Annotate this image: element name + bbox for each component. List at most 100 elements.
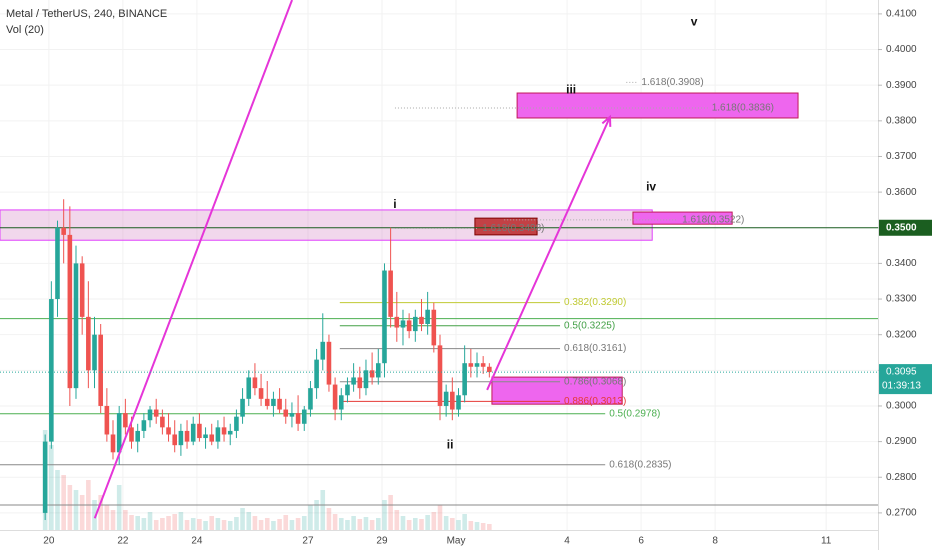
candle-body xyxy=(437,345,443,406)
candle-body xyxy=(413,316,418,332)
volume-bar xyxy=(295,518,301,530)
last-price-label: 0.3095 xyxy=(886,367,917,378)
volume-bar xyxy=(314,500,319,530)
y-tick-label: 0.3700 xyxy=(886,151,917,162)
x-tick-label: 4 xyxy=(564,536,570,547)
candle-body xyxy=(400,320,406,328)
volume-bar xyxy=(320,490,326,530)
zone xyxy=(632,211,733,225)
volume-bar xyxy=(184,520,190,530)
candle-body xyxy=(153,409,159,417)
candle-body xyxy=(79,263,85,317)
volume-bar xyxy=(123,510,128,530)
level-label: 1.618(0.3498) xyxy=(482,223,544,234)
candle-body xyxy=(468,363,474,367)
candle-body xyxy=(301,409,307,424)
volume-bar xyxy=(79,495,85,530)
trend-line xyxy=(93,0,293,519)
volume-bar xyxy=(388,495,393,530)
x-tick-label: 6 xyxy=(638,536,644,547)
candle-body xyxy=(197,423,202,439)
candle-body xyxy=(283,409,289,417)
level-label: 0.786(0.3068) xyxy=(564,376,626,387)
volume-bar xyxy=(160,518,165,530)
candle-body xyxy=(110,434,116,453)
candle-body xyxy=(42,441,48,513)
level-label: 0.5(0.2978) xyxy=(609,408,660,419)
wave-label: ii xyxy=(447,437,454,451)
candle-body xyxy=(123,413,128,428)
candle-body xyxy=(184,430,190,442)
candle-body xyxy=(474,363,480,367)
candle-body xyxy=(246,377,252,399)
candle-body xyxy=(450,391,455,410)
volume-bar xyxy=(332,514,338,530)
volume-bar xyxy=(326,508,332,530)
x-tick-label: 22 xyxy=(117,536,129,547)
candle-body xyxy=(462,363,467,396)
x-tick-label: 24 xyxy=(191,536,203,547)
candle-body xyxy=(425,309,430,324)
candle-body xyxy=(258,388,264,399)
candle-body xyxy=(252,377,258,389)
y-tick-label: 0.3800 xyxy=(886,115,917,126)
candle-body xyxy=(431,309,437,346)
candle-body xyxy=(320,341,326,360)
volume-bar xyxy=(246,512,252,530)
level-label: 0.382(0.3290) xyxy=(564,297,626,308)
volume-bar xyxy=(369,520,375,530)
candle-body xyxy=(326,341,332,385)
volume-bar xyxy=(61,475,66,530)
volume-bar xyxy=(400,516,406,530)
candle-body xyxy=(116,413,122,453)
volume-bar xyxy=(55,470,60,530)
candle-body xyxy=(419,316,424,324)
volume-bar xyxy=(110,510,116,530)
wave-label: i xyxy=(393,197,396,211)
candle-body xyxy=(55,227,60,300)
candle-body xyxy=(480,363,486,367)
candle-body xyxy=(190,423,196,442)
candle-body xyxy=(289,413,295,417)
volume-bar xyxy=(240,508,245,530)
volume-bar xyxy=(357,519,363,530)
candle-body xyxy=(314,359,319,389)
x-tick-label: 29 xyxy=(376,536,388,547)
level-tag xyxy=(879,219,932,236)
candle-body xyxy=(443,391,449,406)
candle-body xyxy=(375,363,381,378)
volume-bar xyxy=(104,505,110,530)
volume-label: Vol (20) xyxy=(6,24,44,36)
level-label: 0.618(0.2835) xyxy=(609,459,671,470)
candle-body xyxy=(332,384,338,410)
trend-line xyxy=(486,116,611,391)
candle-body xyxy=(351,377,356,385)
volume-bar xyxy=(480,523,486,530)
volume-bar xyxy=(215,518,221,530)
arrow-head xyxy=(601,114,612,127)
volume-bar xyxy=(141,518,147,530)
volume-bar xyxy=(462,514,467,530)
candle-body xyxy=(67,234,73,389)
candle-body xyxy=(345,384,350,396)
volume-bar xyxy=(456,520,461,530)
y-tick-label: 0.3200 xyxy=(886,329,917,340)
y-tick-label: 0.2700 xyxy=(886,508,917,519)
volume-bar xyxy=(73,490,79,530)
volume-bar xyxy=(221,520,227,530)
volume-bar xyxy=(203,521,208,530)
candle-body xyxy=(382,270,387,364)
volume-bar xyxy=(443,516,449,530)
candle-body xyxy=(166,427,171,435)
volume-bar xyxy=(49,445,54,530)
volume-bar xyxy=(351,516,356,530)
candle-body xyxy=(308,388,313,410)
level-label: 0.618(0.3161) xyxy=(564,343,626,354)
level-label: 1.618(0.3908) xyxy=(641,77,703,88)
candle-body xyxy=(277,398,282,410)
last-price-tag xyxy=(879,364,932,395)
candle-body xyxy=(271,398,276,406)
level-label: 1.618(0.3836) xyxy=(712,103,774,114)
